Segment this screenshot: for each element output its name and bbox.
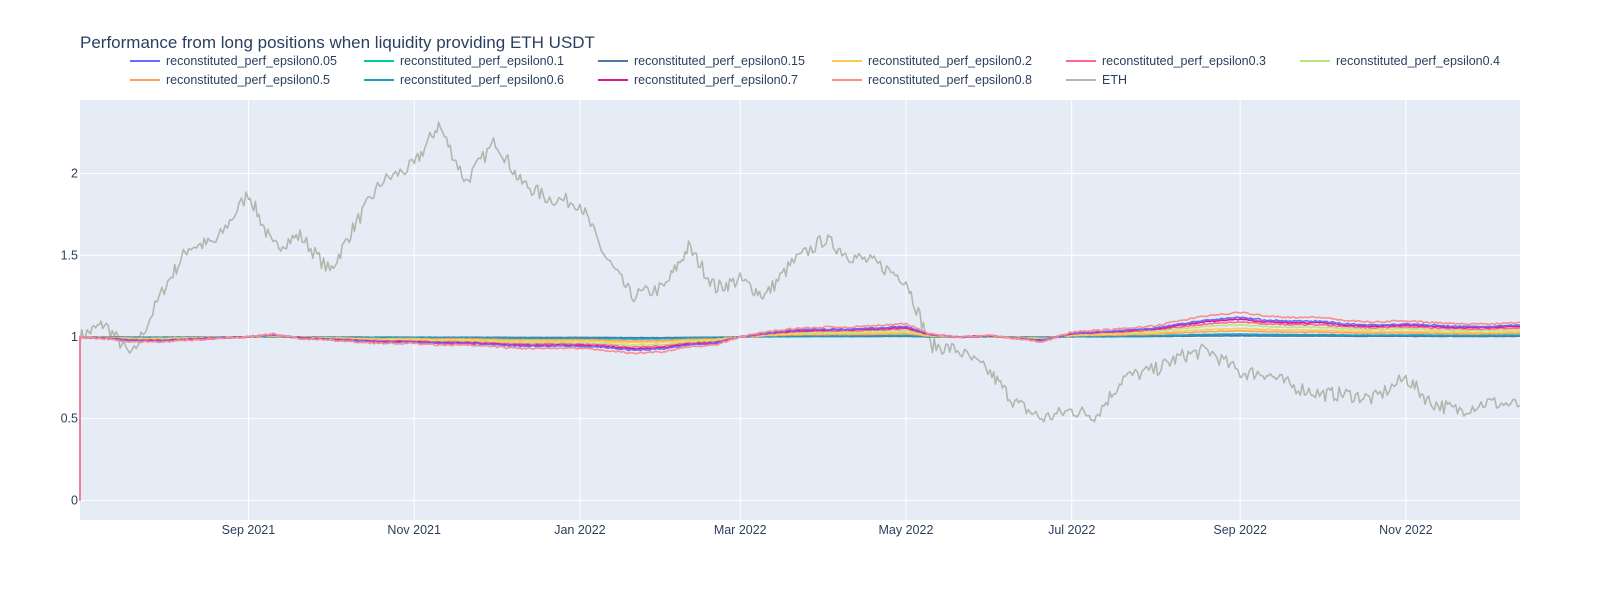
y-tick-label: 2 [71, 167, 78, 181]
legend-swatch [130, 78, 160, 81]
legend: reconstituted_perf_epsilon0.05 reconstitu… [130, 51, 1570, 89]
legend-label: reconstituted_perf_epsilon0.1 [400, 53, 565, 68]
legend-item[interactable]: reconstituted_perf_epsilon0.4 [1300, 51, 1534, 70]
x-tick-label: Jul 2022 [1048, 523, 1095, 537]
legend-item[interactable]: reconstituted_perf_epsilon0.6 [364, 70, 598, 89]
legend-swatch [598, 59, 628, 62]
legend-label: reconstituted_perf_epsilon0.05 [166, 53, 337, 68]
legend-swatch [364, 78, 394, 81]
legend-item[interactable]: reconstituted_perf_epsilon0.7 [598, 70, 832, 89]
legend-item[interactable]: reconstituted_perf_epsilon0.5 [130, 70, 364, 89]
legend-item[interactable]: reconstituted_perf_epsilon0.2 [832, 51, 1066, 70]
x-tick-label: May 2022 [879, 523, 934, 537]
legend-item[interactable]: ETH [1066, 70, 1300, 89]
x-tick-label: Nov 2021 [387, 523, 441, 537]
legend-label: reconstituted_perf_epsilon0.6 [400, 72, 565, 87]
legend-label: reconstituted_perf_epsilon0.5 [166, 72, 331, 87]
y-tick-label: 0 [71, 493, 78, 507]
legend-row: reconstituted_perf_epsilon0.5 reconstitut… [130, 70, 1570, 89]
chart-title: Performance from long positions when liq… [80, 33, 595, 52]
legend-item[interactable]: reconstituted_perf_epsilon0.05 [130, 51, 364, 70]
legend-swatch [1300, 59, 1330, 62]
legend-item[interactable]: reconstituted_perf_epsilon0.3 [1066, 51, 1300, 70]
x-tick-label: Jan 2022 [554, 523, 605, 537]
legend-item[interactable]: reconstituted_perf_epsilon0.8 [832, 70, 1066, 89]
y-tick-label: 0.5 [61, 412, 78, 426]
legend-item[interactable]: reconstituted_perf_epsilon0.15 [598, 51, 832, 70]
legend-label: reconstituted_perf_epsilon0.15 [634, 53, 805, 68]
legend-label: reconstituted_perf_epsilon0.7 [634, 72, 799, 87]
legend-label: reconstituted_perf_epsilon0.2 [868, 53, 1033, 68]
series-line-eth [79, 121, 1521, 501]
legend-swatch [364, 59, 394, 62]
legend-item[interactable]: reconstituted_perf_epsilon0.1 [364, 51, 598, 70]
y-tick-label: 1 [71, 330, 78, 344]
legend-swatch [1066, 78, 1096, 81]
legend-label: reconstituted_perf_epsilon0.4 [1336, 53, 1501, 68]
x-tick-label: Sep 2022 [1213, 523, 1267, 537]
legend-label: reconstituted_perf_epsilon0.3 [1102, 53, 1267, 68]
legend-swatch [832, 78, 862, 81]
legend-label: ETH [1102, 72, 1127, 87]
legend-swatch [130, 59, 160, 62]
plot-area [80, 100, 1520, 520]
series-lines [79, 121, 1521, 501]
legend-swatch [832, 59, 862, 62]
legend-row: reconstituted_perf_epsilon0.05 reconstitu… [130, 51, 1570, 70]
legend-swatch [598, 78, 628, 81]
series-line-reconstituted-perf-epsilon0-8 [79, 311, 1521, 501]
x-tick-label: Mar 2022 [714, 523, 767, 537]
x-tick-label: Sep 2021 [222, 523, 276, 537]
x-tick-label: Nov 2022 [1379, 523, 1433, 537]
y-tick-label: 1.5 [61, 248, 78, 262]
legend-swatch [1066, 59, 1096, 62]
legend-label: reconstituted_perf_epsilon0.8 [868, 72, 1033, 87]
